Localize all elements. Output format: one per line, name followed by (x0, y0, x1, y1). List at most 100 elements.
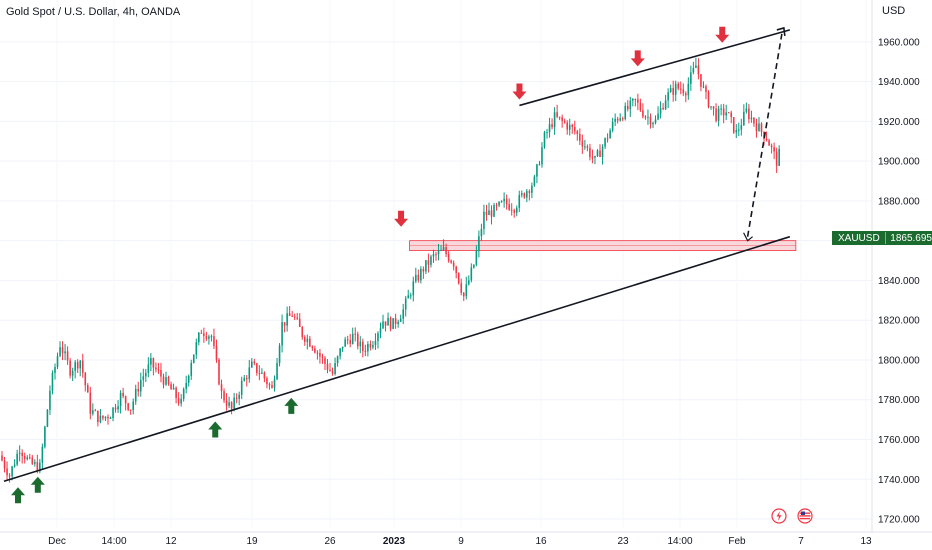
candle-body (455, 266, 457, 273)
candle-body (407, 295, 410, 299)
candle-body (51, 372, 54, 391)
candle-body (256, 363, 258, 373)
candle-body (192, 354, 195, 363)
candle-body (402, 309, 404, 319)
candle-body (109, 417, 112, 419)
candle-body (190, 362, 193, 376)
candle-body (218, 359, 220, 385)
candle-body (420, 268, 422, 281)
candle-body (374, 341, 377, 345)
x-tick-label: 14:00 (101, 536, 126, 547)
resistance-line (519, 29, 791, 107)
x-tick-label: 9 (458, 536, 464, 547)
candle-body (170, 384, 172, 390)
candle-body (175, 387, 177, 399)
candle-body (44, 426, 46, 447)
candle-body (629, 100, 632, 110)
x-tick-label: 16 (535, 536, 547, 547)
candle-body (99, 415, 102, 423)
candle-body (470, 267, 473, 281)
candle-body (735, 130, 738, 133)
candle-body (520, 193, 523, 196)
candle-body (372, 344, 374, 348)
x-tick-label: 14:00 (667, 536, 692, 547)
candle-body (142, 376, 145, 380)
candle-body (49, 390, 51, 410)
support-zone (409, 240, 797, 252)
candle-body (303, 337, 306, 342)
candle-body (642, 110, 644, 117)
candle-body (685, 93, 687, 96)
candle-body (195, 342, 198, 355)
candle-body (145, 372, 147, 377)
flash-icon[interactable] (771, 508, 787, 524)
candle-body (336, 356, 339, 364)
candle-body (478, 236, 480, 251)
candle-body (591, 157, 594, 159)
candle-body (460, 283, 463, 293)
candle-body (21, 452, 23, 456)
candle-body (526, 191, 528, 198)
candle-body (579, 133, 581, 141)
candle-body (344, 339, 346, 347)
candle-body (387, 317, 389, 326)
candle-body (732, 117, 735, 133)
candle-body (606, 138, 609, 140)
candle-body (730, 112, 733, 118)
candle-body (79, 360, 82, 369)
candle-body (654, 119, 657, 123)
y-tick-label: 1960.000 (878, 37, 920, 48)
y-tick-label: 1720.000 (878, 515, 920, 526)
x-tick-label: 13 (860, 536, 872, 547)
candle-body (225, 400, 228, 406)
y-tick-label: 1780.000 (878, 395, 920, 406)
candle-body (452, 262, 455, 267)
candle-body (324, 357, 326, 364)
candle-body (563, 120, 566, 123)
candle-body (483, 211, 485, 229)
candle-body (740, 125, 743, 130)
candle-body (251, 361, 253, 368)
us-flag-icon[interactable] (797, 508, 813, 524)
candle-body (326, 363, 329, 370)
candle-body (215, 345, 218, 360)
candle-body (36, 462, 39, 472)
currency-label: USD (882, 5, 906, 17)
candle-body (319, 353, 321, 357)
candle-body (556, 112, 558, 117)
candle-body (64, 351, 66, 354)
y-tick-label: 1760.000 (878, 435, 920, 446)
candle-body (662, 107, 664, 110)
candle-body (362, 341, 364, 352)
candle-body (210, 336, 213, 338)
y-tick-label: 1740.000 (878, 475, 920, 486)
candle-body (3, 460, 6, 469)
candle-body (657, 113, 659, 120)
chart-title: Gold Spot / U.S. Dollar, 4h, OANDA (6, 6, 181, 18)
candle-body (748, 108, 750, 120)
candle-body (46, 409, 49, 427)
candle-body (165, 376, 167, 385)
candle-body (253, 361, 256, 364)
arrow-down-marker (715, 26, 730, 43)
candle-body (480, 228, 483, 237)
candle-body (112, 407, 114, 418)
price-axis[interactable]: 1960.000 1940.000 1920.000 1900.000 1880.000… (871, 0, 920, 532)
candle-body (503, 198, 505, 202)
candle-body (546, 132, 548, 134)
candle-body (331, 370, 334, 374)
candle-body (553, 112, 556, 128)
candle-body (162, 376, 165, 385)
candle-body (536, 164, 538, 177)
candle-body (475, 250, 478, 265)
candle-body (702, 86, 705, 88)
candle-body (543, 132, 546, 148)
candle-body (568, 124, 571, 130)
time-axis[interactable]: Dec 14:00 12 19 26 2023 9 16 23 14:00 Feb 7 13 (0, 531, 932, 547)
candle-body (432, 254, 435, 257)
candle-body (134, 388, 137, 402)
candle-body (584, 146, 586, 148)
candle-body (611, 121, 614, 131)
candle-body (306, 338, 309, 342)
